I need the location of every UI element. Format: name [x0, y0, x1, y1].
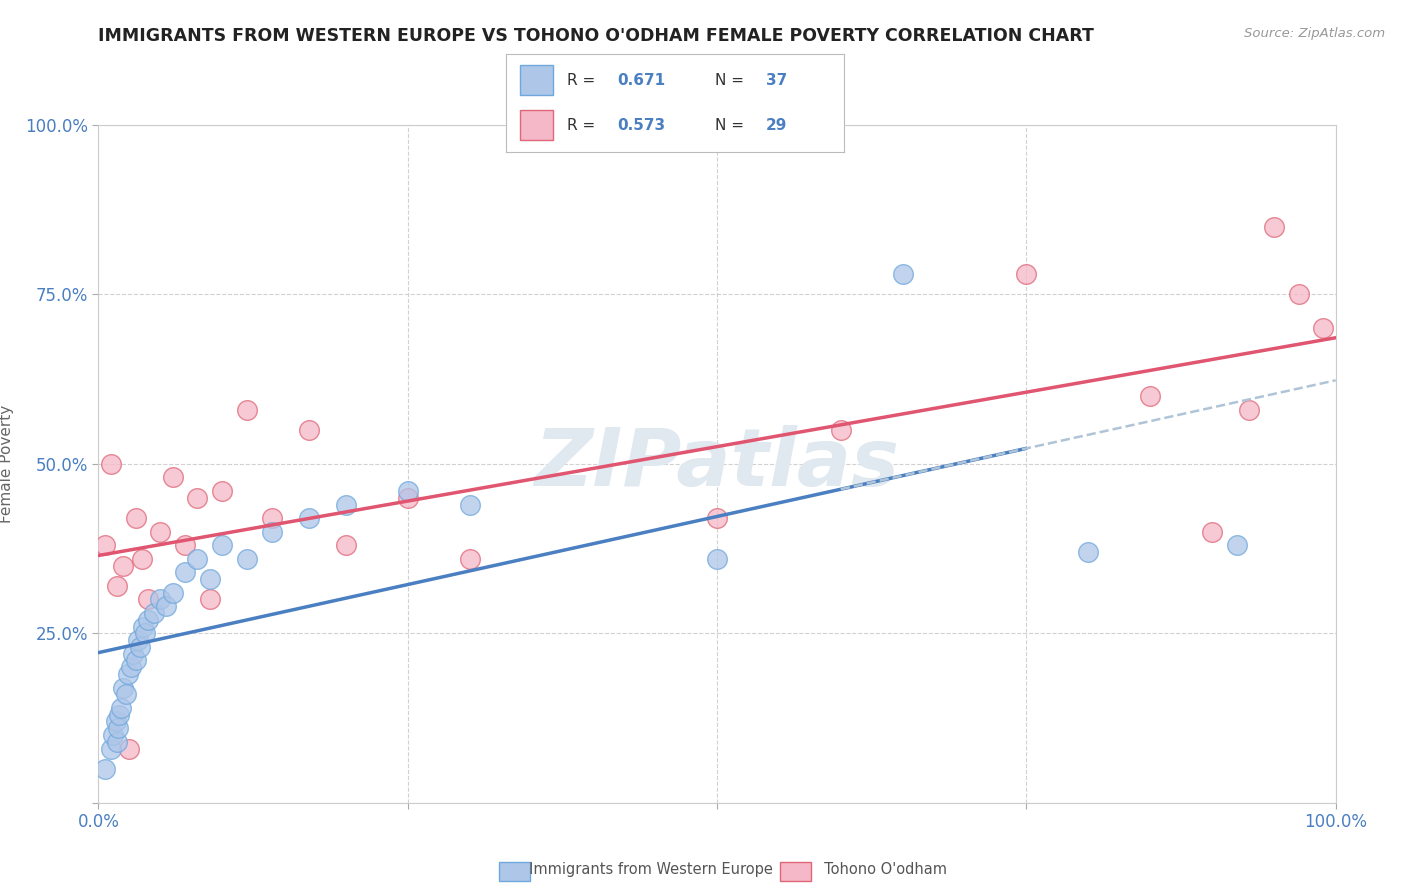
- Point: [100, 457, 122, 471]
- Point: [174, 566, 197, 580]
- Point: [1237, 402, 1260, 417]
- Point: [120, 660, 142, 674]
- Point: [298, 423, 321, 437]
- Point: [174, 538, 197, 552]
- Point: [706, 551, 728, 566]
- Point: [107, 721, 129, 735]
- Text: 37: 37: [766, 72, 787, 87]
- Point: [396, 491, 419, 505]
- Point: [103, 728, 125, 742]
- Point: [211, 483, 233, 498]
- Point: [105, 735, 128, 749]
- Point: [396, 483, 419, 498]
- Point: [1312, 321, 1334, 335]
- Point: [1226, 538, 1249, 552]
- Point: [100, 741, 122, 756]
- Point: [117, 667, 139, 681]
- Point: [1288, 287, 1310, 301]
- Point: [132, 619, 155, 633]
- Point: [335, 498, 357, 512]
- Bar: [520, 65, 554, 95]
- Text: 0.573: 0.573: [617, 118, 665, 133]
- Point: [104, 714, 127, 729]
- Bar: [520, 111, 554, 140]
- Point: [186, 551, 208, 566]
- Point: [706, 511, 728, 525]
- Point: [186, 491, 208, 505]
- Point: [162, 585, 184, 599]
- Point: [143, 606, 166, 620]
- Point: [236, 402, 259, 417]
- Point: [198, 572, 221, 586]
- Point: [131, 551, 153, 566]
- Point: [136, 592, 159, 607]
- Y-axis label: Female Poverty: Female Poverty: [0, 405, 14, 523]
- Point: [110, 701, 132, 715]
- Point: [335, 538, 357, 552]
- Point: [112, 681, 135, 695]
- Point: [1015, 267, 1038, 281]
- Text: R =: R =: [567, 118, 600, 133]
- Point: [260, 511, 283, 525]
- Point: [830, 423, 852, 437]
- Point: [124, 653, 146, 667]
- Point: [211, 538, 233, 552]
- Point: [127, 633, 149, 648]
- Point: [149, 524, 172, 539]
- Text: 29: 29: [766, 118, 787, 133]
- Point: [458, 551, 481, 566]
- Text: R =: R =: [567, 72, 600, 87]
- Point: [155, 599, 177, 614]
- Text: 0.671: 0.671: [617, 72, 665, 87]
- Point: [1139, 389, 1161, 403]
- Point: [1263, 219, 1285, 234]
- Point: [149, 592, 172, 607]
- Point: [114, 687, 136, 701]
- Point: [129, 640, 152, 654]
- Point: [458, 498, 481, 512]
- Point: [162, 470, 184, 484]
- Point: [198, 592, 221, 607]
- Point: [93, 762, 115, 776]
- Text: N =: N =: [716, 118, 749, 133]
- Point: [134, 626, 156, 640]
- Text: Immigrants from Western Europe: Immigrants from Western Europe: [506, 863, 773, 877]
- Point: [124, 511, 146, 525]
- Point: [298, 511, 321, 525]
- Point: [93, 538, 115, 552]
- Text: N =: N =: [716, 72, 749, 87]
- Point: [236, 551, 259, 566]
- Point: [122, 647, 145, 661]
- Point: [105, 579, 128, 593]
- Text: IMMIGRANTS FROM WESTERN EUROPE VS TOHONO O'ODHAM FEMALE POVERTY CORRELATION CHAR: IMMIGRANTS FROM WESTERN EUROPE VS TOHONO…: [98, 27, 1094, 45]
- Text: Tohono O'odham: Tohono O'odham: [801, 863, 948, 877]
- Point: [260, 524, 283, 539]
- Point: [1201, 524, 1223, 539]
- Text: Source: ZipAtlas.com: Source: ZipAtlas.com: [1244, 27, 1385, 40]
- Point: [891, 267, 914, 281]
- Text: ZIPatlas: ZIPatlas: [534, 425, 900, 503]
- Point: [118, 741, 141, 756]
- Point: [112, 558, 135, 573]
- Point: [108, 707, 131, 722]
- Point: [136, 613, 159, 627]
- Point: [1077, 545, 1099, 559]
